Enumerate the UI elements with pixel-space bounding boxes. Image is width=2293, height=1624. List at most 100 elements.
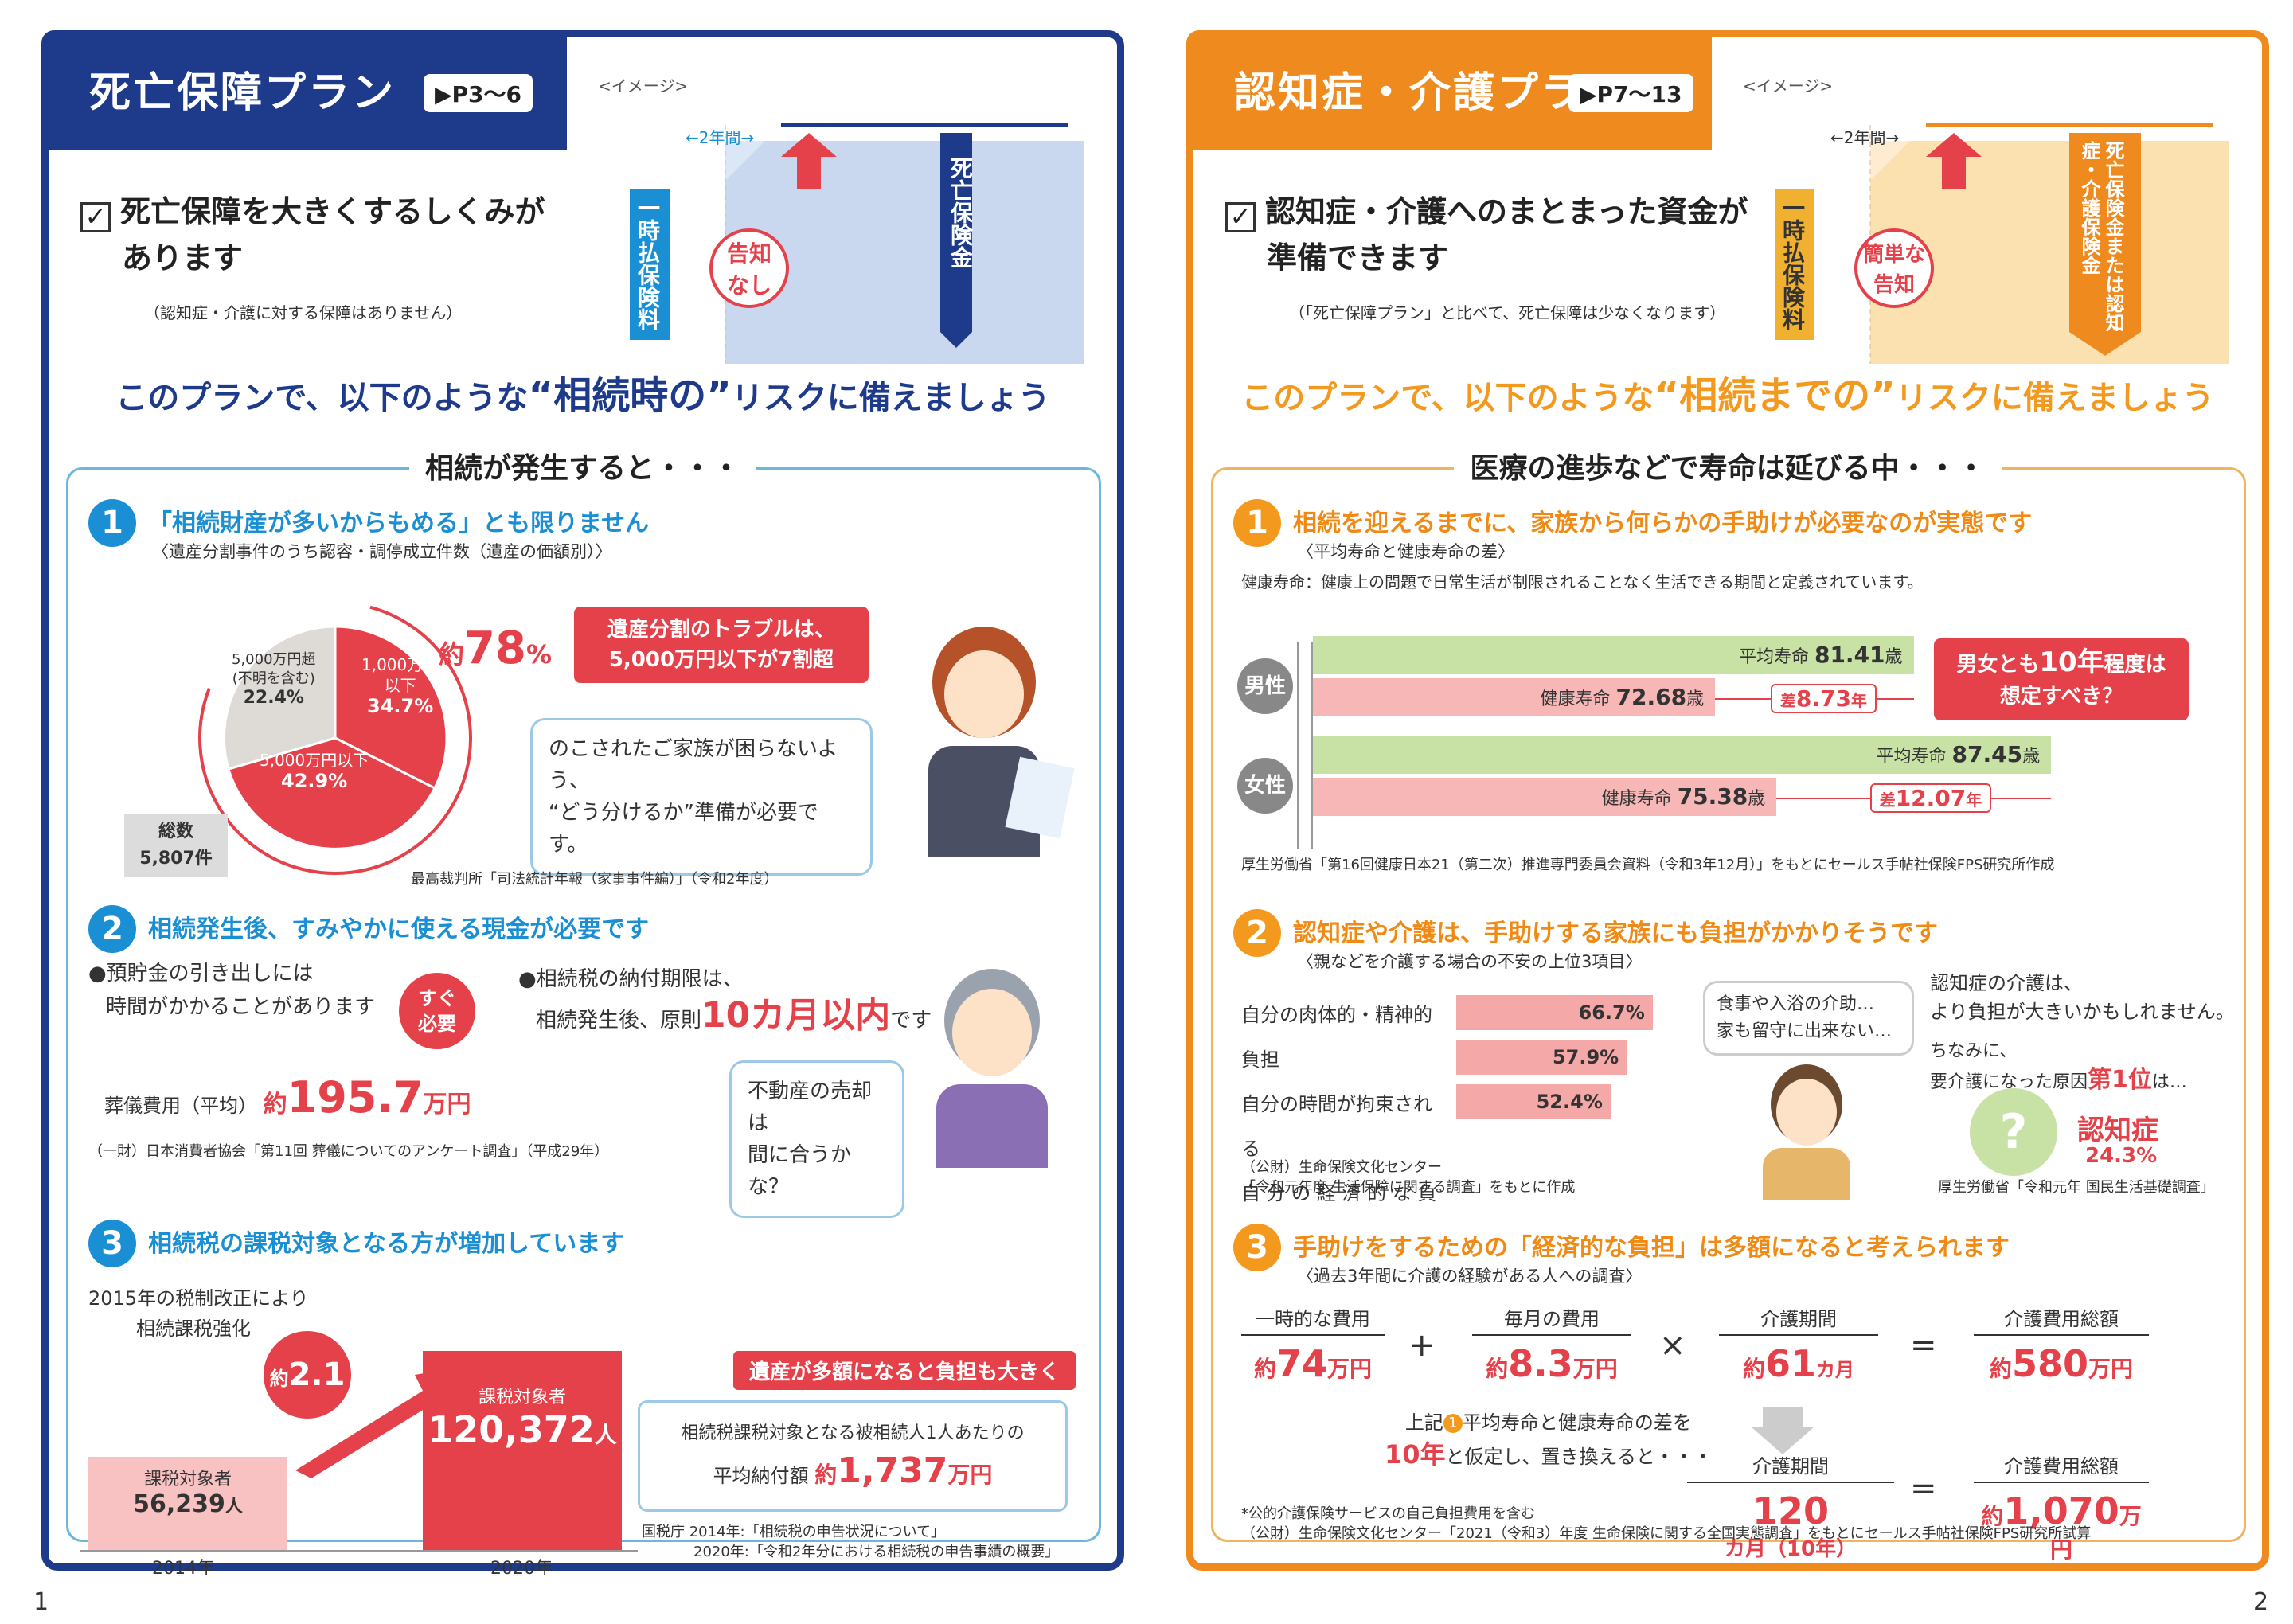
male-avg-value: 81.41 (1814, 642, 1885, 668)
care-plan-panel: 認知症・介護プラン ▶P7〜13 <イメージ> ←2年間→ 一時払保険料 簡単な… (1186, 30, 2276, 1571)
replace-note: 上記 1 平均寿命と健康寿命の差を 10年と仮定し、置き換えると・・・ (1385, 1407, 1713, 1473)
section-1-subtitle: 〈遺産分割事件のうち認容・調停成立件数（遺産の価額別）〉 (152, 542, 612, 561)
male-healthy-bar: 健康寿命 72.68歳 (1313, 678, 1716, 716)
no-notice-line1: 告知 (726, 240, 771, 267)
year-2020: 2020年 (490, 1559, 553, 1579)
tax-reform-note: 2015年の税制改正により相続課税強化 (88, 1283, 309, 1344)
s2-src1: （公財）生命保険文化センター (1241, 1159, 1442, 1176)
span-label: ←2年間→ (686, 128, 755, 147)
female-gap-pre: 差 (1879, 791, 1896, 810)
v6-unit: 万円 (2049, 1503, 2142, 1563)
page-ref[interactable]: ▶P7〜13 (1568, 74, 1693, 112)
s3-note: *公的介護保険サービスの自己負担費用を含む (1241, 1505, 1535, 1522)
v6-value: 1,070 (2003, 1489, 2119, 1532)
death-benefit-label: 死亡保険金 (947, 157, 974, 268)
plan-diagram-svg (1869, 93, 2276, 364)
bar-2020-label: 課税対象者 (478, 1388, 566, 1407)
down-arrow-icon (1751, 1407, 1814, 1454)
easy-notice-line2: 告知 (1873, 273, 1915, 297)
avg-tax-value: 1,737 (837, 1450, 948, 1491)
care-period-10y-label: 介護期間 (1687, 1450, 1894, 1483)
male-gap-value: 8.73 (1795, 685, 1851, 712)
reform-line1: 2015年の税制改正により (88, 1287, 309, 1310)
pie-label-over-l1: 5,000万円超 (232, 651, 316, 668)
male-avg-label: 平均寿命 (1738, 647, 1809, 667)
ten-year-big: 10年 (2039, 646, 2104, 678)
funeral-cost-pre: 約 (263, 1091, 287, 1118)
deadline-line2: 相続発生後、原則 (536, 1009, 702, 1033)
care-cost-formula: 一時的な費用 約74万円 + 毎月の費用 約8.3万円 × 介護期間 約61カ月… (1241, 1303, 2221, 1391)
panel-tab: 認知症・介護プラン ▶P7〜13 (1186, 30, 1712, 150)
pie-value-5000: 42.9% (281, 770, 348, 792)
replace-l2: と仮定し、置き換えると・・・ (1445, 1446, 1713, 1468)
dementia-note-l1: 認知症の介護は、 (1930, 972, 2083, 994)
easy-notice-line1: 簡単な (1862, 243, 1925, 267)
funeral-cost-label: 葬儀費用（平均） (104, 1095, 257, 1117)
pie-label-1000-l2: 以下 (384, 676, 416, 695)
v1-value: 74 (1275, 1342, 1327, 1385)
bubble1-l2: “どう分けるか”準備が必要です。 (549, 801, 818, 857)
pie-slice-1000 (334, 625, 448, 791)
section-3-title: 手助けをするための「経済的な負担」は多額になると考えられます (1293, 1234, 2010, 1262)
plan-heading: ✓ 死亡保障を大きくするしくみが あります (80, 189, 545, 281)
reform-line2: 相続課税強化 (136, 1318, 251, 1340)
female-healthy-unit: 歳 (1748, 789, 1766, 809)
trouble-callout-l2: 5,000万円以下が7割超 (608, 648, 834, 672)
deadline-tail: です (890, 1009, 932, 1033)
tagline-key: “相続までの” (1654, 373, 1896, 418)
dementia-note-tail: は… (2151, 1072, 2187, 1092)
box-title: 医療の進歩などで寿命は延びる中・・・ (1193, 445, 2262, 486)
cost-one-time-label: 一時的な費用 (1241, 1303, 1385, 1336)
heading-line2: あります (122, 240, 244, 275)
plan-diagram-svg (725, 93, 1131, 364)
box-title: 相続が発生すると・・・ (49, 445, 1117, 486)
ref-number-icon: 1 (1443, 1414, 1463, 1433)
female-avg-bar: 平均寿命 87.45歳 (1313, 736, 2052, 774)
chart-baseline (80, 1550, 638, 1552)
worry-label-1: 自分の肉体的・精神的負担 (1241, 1004, 1432, 1071)
total-badge: 総数 5,807件 (124, 814, 228, 877)
pie-label-1000: 1,000万円 以下 34.7% (361, 654, 439, 716)
v4-value: 580 (2011, 1342, 2089, 1385)
cost-one-time: 一時的な費用 約74万円 (1241, 1303, 1385, 1385)
death-plan-panel: 死亡保障プラン ▶P3〜6 <イメージ> ←2年間→ 一時払保険料 告知 なし … (41, 30, 1131, 1579)
v1-unit: 万円 (1327, 1356, 1373, 1382)
bar-2014-unit: 人 (225, 1497, 243, 1517)
heading-line1: 認知症・介護へのまとまった資金が (1265, 194, 1748, 229)
taxpayer-bar-chart: 課税対象者 56,239人 課税対象者 120,372人 (49, 1343, 622, 1550)
plus-sign: + (1408, 1327, 1436, 1364)
pct-value: 78 (464, 623, 526, 674)
tagline: このプランで、以下のような“相続時の”リスクに備えましょう (49, 364, 1117, 420)
section-number-1: 1 (88, 499, 136, 547)
panel-tab: 死亡保障プラン ▶P3〜6 (41, 30, 567, 150)
dementia-rank: 第1位 (2088, 1066, 2152, 1094)
v5-value: 120 (1752, 1489, 1830, 1532)
trouble-callout: 遺産分割のトラブルは、 5,000万円以下が7割超 (574, 607, 869, 683)
times-sign: × (1659, 1327, 1686, 1364)
pct-prefix: 約 (439, 639, 465, 670)
female-avg-label: 平均寿命 (1876, 747, 1947, 767)
image-label: <イメージ> (598, 76, 689, 96)
pie-slice-5000 (227, 736, 437, 850)
male-gap-unit: 年 (1850, 691, 1867, 710)
worry-bar-3: 52.4% (1456, 1084, 1611, 1119)
man-illustration (924, 969, 1060, 1168)
worry-bar-1: 66.7% (1456, 995, 1653, 1030)
burden-callout: 遺産が多額になると負担も大きく (733, 1351, 1076, 1390)
avg-tax-box: 相続税課税対象となる被相続人1人あたりの 平均納付額 約1,737万円 (638, 1400, 1068, 1512)
v2-pre: 約 (1486, 1356, 1509, 1382)
pie-value-over: 22.4% (243, 688, 304, 708)
no-notice-line2: なし (726, 272, 771, 299)
heading-line1: 死亡保障を大きくするしくみが (120, 194, 545, 229)
tax-deadline-note: ●相続税の納付期限は、 相続発生後、原則10カ月以内です (518, 961, 932, 1039)
speech-bubble-1: のこされたご家族が困らないよう、 “どう分けるか”準備が必要です。 (530, 718, 873, 876)
pie-label-over-l2: (不明を含む) (232, 670, 315, 687)
page-ref[interactable]: ▶P3〜6 (424, 74, 533, 112)
female-badge: 女性 (1237, 758, 1293, 814)
care-total-10y-label: 介護費用総額 (1974, 1450, 2149, 1483)
plan-diagram (638, 93, 1131, 364)
care-total-10y: 介護費用総額 約1,070万円 (1974, 1450, 2149, 1564)
replace-big: 10年 (1385, 1439, 1446, 1470)
section-number-3: 3 (1233, 1224, 1281, 1271)
male-healthy-unit: 歳 (1686, 689, 1705, 709)
